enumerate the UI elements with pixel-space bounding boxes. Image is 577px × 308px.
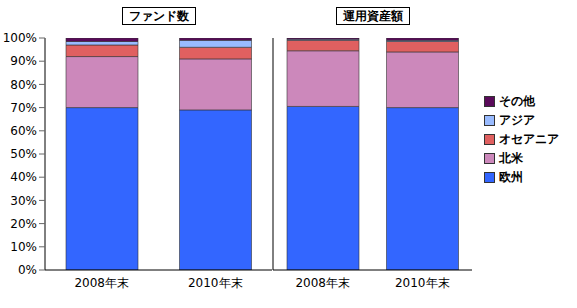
html-text:その他: その他 [499, 94, 535, 108]
html-text:欧州: 欧州 [499, 170, 523, 184]
svg-text:2008年末: 2008年末 [295, 276, 350, 290]
svg-text:100%: 100% [8, 31, 37, 45]
html-text:アジア: アジア [499, 113, 535, 127]
svg-text:10%: 10% [10, 240, 37, 254]
svg-text:50%: 50% [10, 147, 37, 161]
html-text:運用資産額: 運用資産額 [342, 9, 403, 23]
svg-text:2008年末: 2008年末 [74, 276, 129, 290]
svg-text:90%: 90% [10, 54, 37, 68]
svg-text:40%: 40% [10, 170, 37, 184]
svg-text:0%: 0% [18, 263, 37, 277]
svg-text:2010年末: 2010年末 [395, 276, 450, 290]
html-text:オセアニア: オセアニア [499, 132, 559, 146]
html-text:北米: 北米 [499, 151, 523, 165]
svg-text:70%: 70% [10, 101, 37, 115]
svg-text:60%: 60% [10, 124, 37, 138]
svg-text:30%: 30% [10, 194, 37, 208]
html-text:ファンド数: ファンド数 [128, 9, 189, 23]
svg-text:80%: 80% [10, 78, 37, 92]
svg-text:2010年末: 2010年末 [188, 276, 243, 290]
svg-text:20%: 20% [10, 217, 37, 231]
